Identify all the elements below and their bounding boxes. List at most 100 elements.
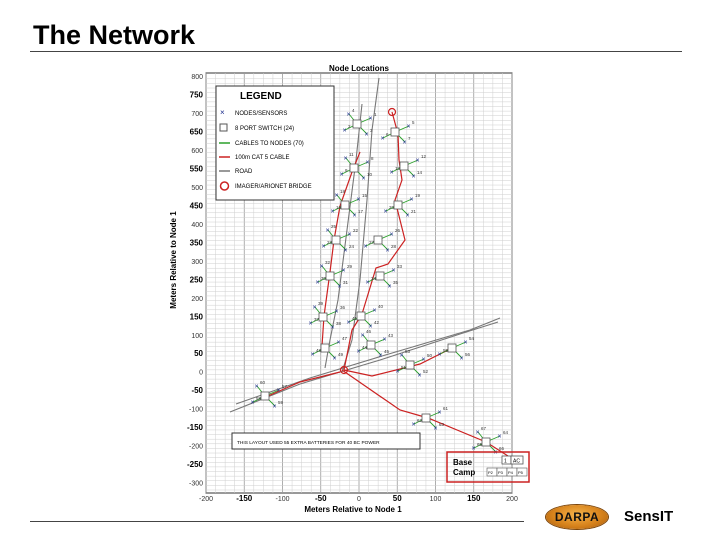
base-camp-label-word: Base <box>453 458 473 467</box>
switch-marker <box>366 340 376 350</box>
node-marker: × <box>311 352 315 359</box>
base-camp-boundary <box>446 451 530 483</box>
road-line <box>341 77 380 373</box>
node-layer: ×1×2×3×4×5×6×7×8×9×10×11×12×13×14×15×16×… <box>251 107 509 457</box>
node-marker: × <box>353 213 357 220</box>
switch-marker <box>375 271 385 281</box>
node-label: 36 <box>340 305 346 310</box>
node-marker: × <box>326 228 330 235</box>
legend-item-label: 100m CAT 5 CABLE <box>235 155 289 161</box>
x-tick-label: 100 <box>430 496 442 503</box>
node-marker: × <box>390 170 394 177</box>
node-label: 19 <box>415 193 421 198</box>
darpa-logo-text: DARPA <box>554 510 600 524</box>
node-marker: × <box>416 158 420 165</box>
node-marker: × <box>366 160 370 167</box>
node-label: 21 <box>411 209 417 214</box>
node-label: 62 <box>417 418 423 423</box>
legend: LEGEND × NODES/SENSORS 8 PORT SWITCH (24… <box>215 85 335 201</box>
switch-marker <box>393 200 403 210</box>
node-label: 27 <box>369 240 375 245</box>
bridge-marker-icon <box>219 181 230 191</box>
cat5-west-branch <box>267 371 341 397</box>
switch-marker <box>260 391 270 401</box>
node-marker: × <box>273 404 277 411</box>
switch-marker <box>373 235 383 245</box>
node-label: 63 <box>439 422 445 427</box>
node-marker: × <box>340 172 344 179</box>
node-label: 35 <box>393 280 399 285</box>
node-marker: × <box>418 373 422 380</box>
node-label: 46 <box>366 329 372 334</box>
node-marker: × <box>333 356 337 363</box>
x-tick-label: 150 <box>467 494 481 503</box>
node-label: 58 <box>256 396 262 401</box>
y-tick-label: 750 <box>190 90 204 99</box>
x-tick-label: 50 <box>393 494 402 503</box>
node-label: 42 <box>374 320 380 325</box>
node-label: 64 <box>503 430 509 435</box>
node-label: 57 <box>282 384 288 389</box>
node-marker: × <box>400 353 404 360</box>
base-camp: Base Camp 1 AC P2 P3 P4 P5 <box>446 451 530 483</box>
node-marker: × <box>396 369 400 376</box>
node-label: 60 <box>260 380 266 385</box>
node-label: 28 <box>391 244 397 249</box>
node-label: 38 <box>336 321 342 326</box>
node-marker: × <box>438 410 442 417</box>
legend-item-label: 8 PORT SWITCH (24) <box>235 126 294 132</box>
base-camp-box-label: AC <box>513 459 520 465</box>
node-label: 13 <box>395 166 401 171</box>
node-label: 22 <box>353 228 359 233</box>
legend-item-label: NODES/SENSORS <box>235 111 287 117</box>
node-label: 6 <box>386 132 389 137</box>
node-label: 43 <box>388 333 394 338</box>
switch-marker <box>331 235 341 245</box>
footer-divider <box>30 521 524 522</box>
road-line <box>235 317 501 405</box>
node-marker: × <box>344 248 348 255</box>
road-line <box>229 321 499 413</box>
node-marker: × <box>335 309 339 316</box>
node-label: 66 <box>499 446 505 451</box>
node-label: 56 <box>465 352 471 357</box>
base-camp-box-label: P2 <box>488 470 494 475</box>
node-marker: × <box>337 340 341 347</box>
y-tick-label: 400 <box>191 222 203 229</box>
node-marker: × <box>343 128 347 135</box>
node-marker: × <box>362 176 366 183</box>
x-tick-label: 200 <box>506 496 518 503</box>
node-marker: × <box>361 333 365 340</box>
y-tick-label: 650 <box>190 127 204 136</box>
y-tick-label: 500 <box>191 185 203 192</box>
x-tick-labels: -200 -150 -100 -50 0 50 100 150 200 <box>199 494 518 503</box>
node-label: 54 <box>469 336 475 341</box>
switch-marker <box>405 360 415 370</box>
node-label: 33 <box>397 264 403 269</box>
node-marker: × <box>357 197 361 204</box>
node-label: 67 <box>481 426 487 431</box>
node-marker: × <box>335 193 339 200</box>
node-marker: × <box>379 353 383 360</box>
base-camp-box-label: P4 <box>508 470 514 475</box>
layout-note: THIS LAYOUT USED 55 EXTRA BATTERIES FOR … <box>237 440 380 446</box>
y-tick-label: -50 <box>191 386 203 395</box>
node-marker: × <box>383 337 387 344</box>
node-label: 41 <box>352 316 358 321</box>
node-marker: × <box>384 209 388 216</box>
x-tick-label: -100 <box>275 496 289 503</box>
node-marker: × <box>320 264 324 271</box>
switch-marker-icon <box>219 123 228 132</box>
cat5-east-branch <box>343 347 453 377</box>
y-tick-label: 550 <box>190 164 204 173</box>
node-marker: × <box>388 284 392 291</box>
node-label: 34 <box>371 276 377 281</box>
y-tick-label: -200 <box>189 444 203 451</box>
node-marker: × <box>476 430 480 437</box>
node-marker: × <box>347 320 351 327</box>
node-marker: × <box>434 426 438 433</box>
legend-item-label: CABLES TO NODES (70) <box>235 141 304 147</box>
node-marker: × <box>422 357 426 364</box>
node-label: 5 <box>412 120 415 125</box>
